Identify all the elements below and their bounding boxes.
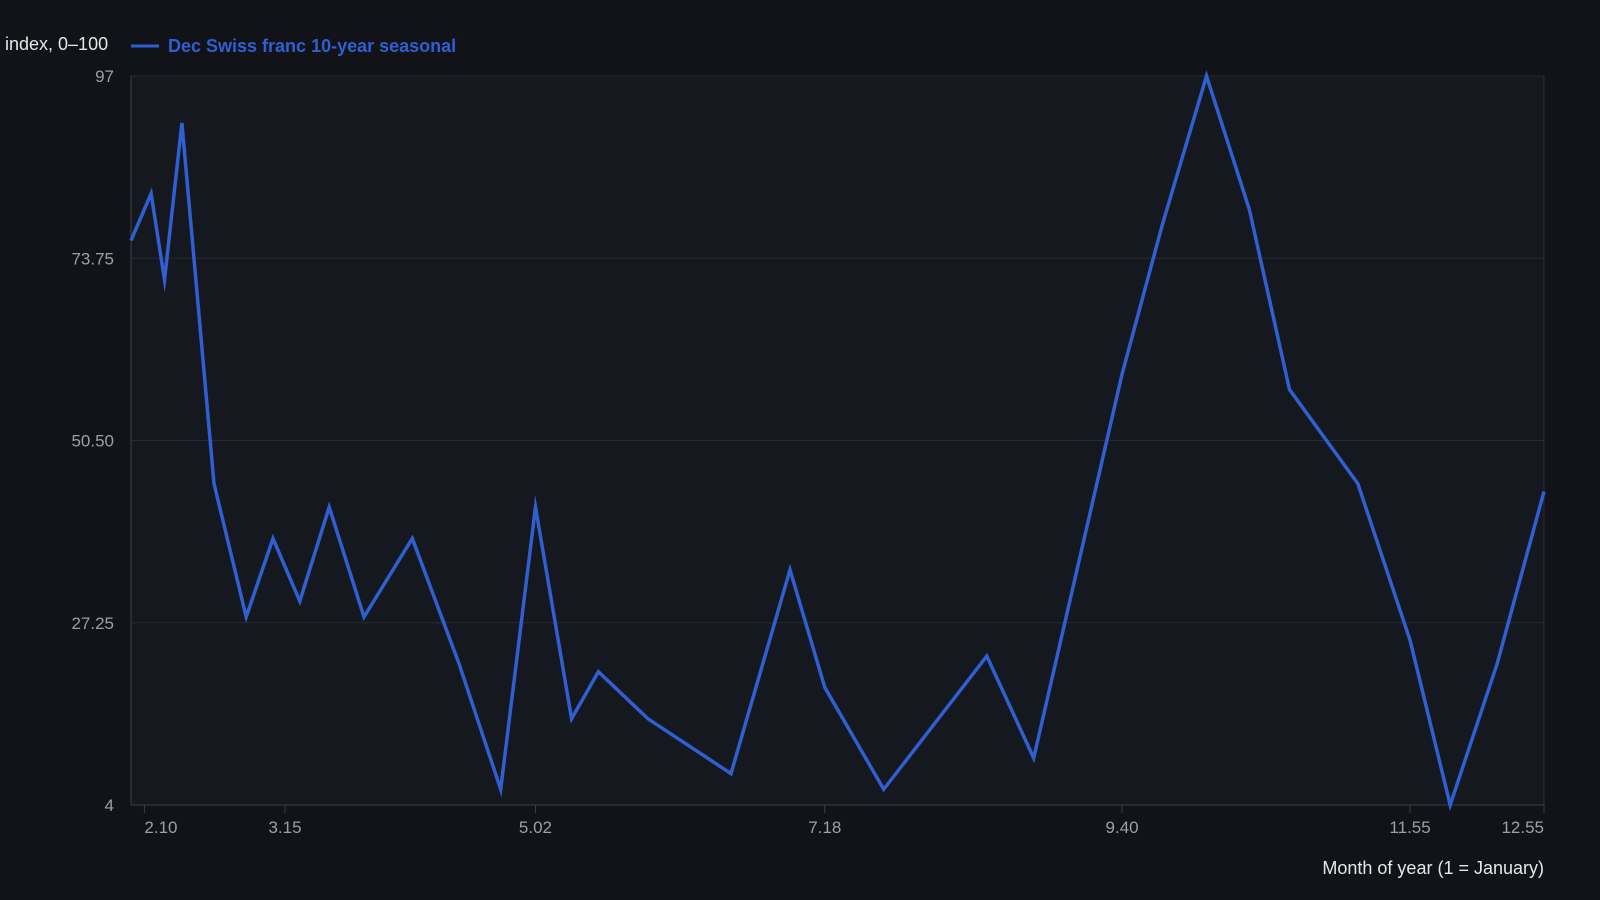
y-tick-label: 97 xyxy=(95,67,114,86)
y-tick-label: 73.75 xyxy=(71,249,114,268)
x-axis-label: Month of year (1 = January) xyxy=(1322,858,1544,878)
series-lines xyxy=(129,70,1546,812)
x-tick-label: 7.18 xyxy=(808,818,841,837)
x-tick-label: 11.55 xyxy=(1389,818,1430,837)
y-tick-label: 27.25 xyxy=(71,614,114,633)
tick-labels: 4 27.25 50.50 73.75 97 2.10 3.15 5.02 7.18 9.40 11… xyxy=(71,67,1545,837)
y-tick-label: 50.50 xyxy=(71,432,114,451)
axes xyxy=(130,76,1544,806)
x-tick-label: 3.15 xyxy=(268,818,301,837)
y-axis-label: index, 0–100 xyxy=(5,34,108,54)
x-tick-label: 9.40 xyxy=(1106,818,1139,837)
y-tick-label: 4 xyxy=(105,796,114,815)
series-line xyxy=(129,70,1546,812)
legend-label: Dec Swiss franc 10-year seasonal xyxy=(168,36,456,56)
x-tick-label: 12.55 xyxy=(1501,818,1544,837)
grid-lines xyxy=(131,75,1544,624)
x-tick-label: 5.02 xyxy=(519,818,552,837)
x-tick-label: 2.10 xyxy=(144,818,177,837)
legend: Dec Swiss franc 10-year seasonal xyxy=(131,36,456,56)
